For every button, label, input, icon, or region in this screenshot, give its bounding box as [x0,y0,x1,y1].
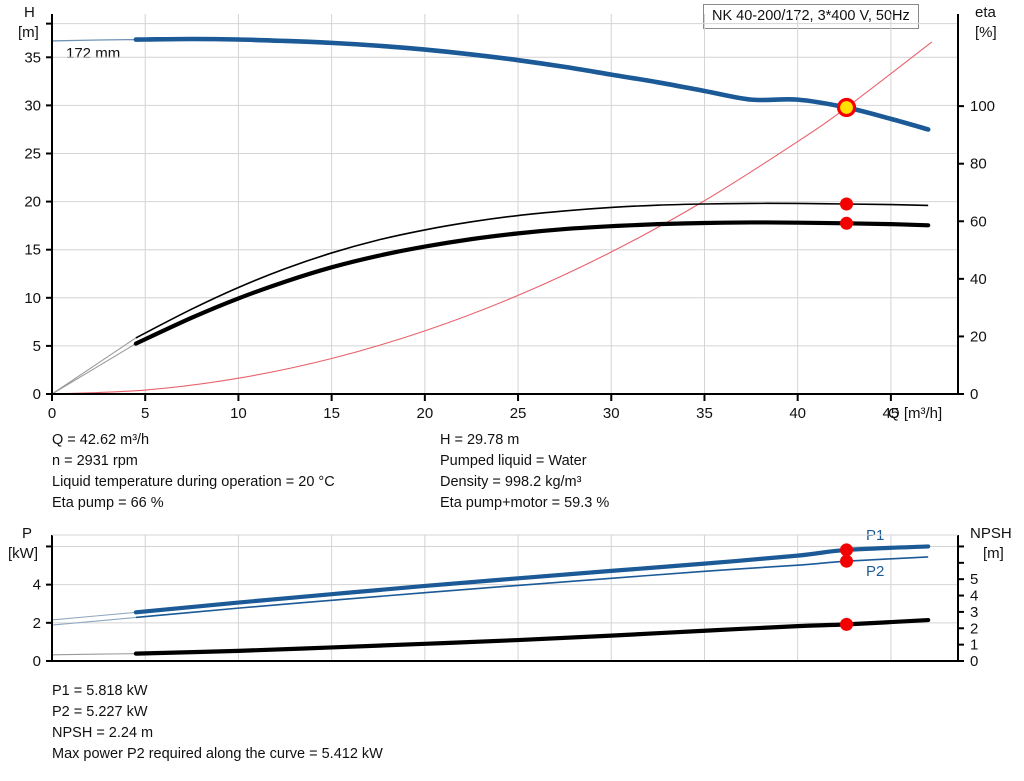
top-y-right-axis-title-unit: eta [975,4,996,21]
x-tick-label: 10 [230,405,247,422]
power-info-line-1: P2 = 5.227 kW [52,704,148,720]
bottom-y-left-axis-title-unit: P [22,525,33,542]
x-tick-label: 15 [323,405,340,422]
y-right-tick-label: 20 [970,328,987,345]
head-curve-leadin [51,38,136,42]
p2-curve [135,556,929,619]
y-left-tick-label: 10 [24,290,41,307]
bottom-chart-duty-markers [840,543,854,631]
y-right-tick-label: 4 [970,588,978,605]
x-tick-label: 20 [416,405,433,422]
duty-info-left: Q = 42.62 m³/h n = 2931 rpm Liquid tempe… [52,430,432,514]
duty-marker-duty-p2 [840,554,854,568]
duty-marker-duty-p1 [840,543,854,557]
bottom-y-right-axis-title-unit: NPSH [970,525,1012,542]
bottom-chart-curves [51,544,931,656]
x-tick-label: 30 [603,405,620,422]
top-y-right-axis-title-bracket: [%] [975,24,997,41]
y-left-tick-label: 15 [24,242,41,259]
y-left-tick-label: 5 [33,338,41,355]
x-tick-label: 40 [789,405,806,422]
duty-info-right-line-1: Pumped liquid = Water [440,453,587,469]
bottom-chart-axes [46,534,964,662]
power-info-line-2: NPSH = 2.24 m [52,725,154,741]
pump-title-box: NK 40-200/172, 3*400 V, 50Hz [703,4,919,29]
system-curve [51,41,933,395]
duty-marker-duty-eta-pump [840,197,854,211]
p2-curve-label: P2 [866,563,885,580]
p1-curve-leadin [51,611,136,621]
y-right-tick-label: 100 [970,98,995,115]
duty-info-right-line-3: Eta pump+motor = 59.3 % [440,495,610,511]
eta-pump-motor-curve [133,220,931,346]
y-left-tick-label: 2 [33,615,41,632]
bottom-y-left-axis-title-bracket: [kW] [8,545,38,562]
y-right-tick-label: 2 [970,620,978,637]
y-left-tick-label: 30 [24,97,41,114]
y-right-tick-label: 0 [970,653,978,670]
duty-marker-duty-npsh [840,617,854,631]
x-tick-label: 25 [510,405,527,422]
top-y-left-axis-title-unit: H [24,4,35,21]
duty-info-left-line-2: Liquid temperature during operation = 20… [52,474,335,490]
top-chart-axes [46,14,964,401]
duty-marker-duty-eta-pump-motor [840,216,854,230]
y-left-tick-label: 35 [24,49,41,66]
duty-info-right: H = 29.78 m Pumped liquid = Water Densit… [440,430,860,514]
head-curve [133,36,931,132]
top-x-axis-title: Q [m³/h] [888,405,943,422]
duty-info-left-line-0: Q = 42.62 m³/h [52,432,150,448]
power-info-line-0: P1 = 5.818 kW [52,683,148,699]
top-chart-duty-markers [836,97,857,230]
x-tick-label: 35 [696,405,713,422]
top-chart-curves [51,36,933,395]
eta-pump-motor-curve-leadin [51,343,137,395]
y-left-tick-label: 0 [33,653,41,670]
power-info-line-3: Max power P2 required along the curve = … [52,746,383,762]
eta-pump-curve [135,202,929,339]
y-right-tick-label: 3 [970,604,978,621]
y-right-tick-label: 1 [970,637,978,654]
y-right-tick-label: 0 [970,386,978,403]
y-right-tick-label: 60 [970,213,987,230]
top-chart-tick-labels: 0 5 10 15 20 25 30 35 0 20 40 60 80 100 0 5 10 15 20 25 30 35… [24,49,995,422]
y-right-tick-label: 40 [970,271,987,288]
y-left-tick-label: 20 [24,194,41,211]
duty-point-marker [836,97,857,118]
p1-curve [133,544,931,615]
y-right-tick-label: 5 [970,571,978,588]
bottom-y-right-axis-title-bracket: [m] [983,545,1004,562]
duty-info-left-line-1: n = 2931 rpm [52,453,138,469]
y-right-tick-label: 80 [970,156,987,173]
duty-info-right-line-2: Density = 998.2 kg/m³ [440,474,582,490]
npsh-curve-leadin [51,653,136,656]
top-chart-canvas: 0 5 10 15 20 25 30 35 0 20 40 60 80 100 0 5 10 15 20 25 30 35… [24,14,995,422]
duty-info-right-line-0: H = 29.78 m [440,432,520,448]
y-left-tick-label: 0 [33,386,41,403]
x-tick-label: 5 [141,405,149,422]
npsh-curve [133,617,931,656]
power-info-block: P1 = 5.818 kW P2 = 5.227 kW NPSH = 2.24 … [52,681,652,765]
x-tick-label: 0 [48,405,56,422]
x-tick-label: 45 [883,405,900,422]
p2-curve-leadin [51,616,136,626]
y-left-tick-label: 4 [33,577,41,594]
y-left-tick-label: 25 [24,145,41,162]
top-y-left-axis-title-bracket: [m] [18,24,39,41]
duty-info-left-line-3: Eta pump = 66 % [52,495,164,511]
